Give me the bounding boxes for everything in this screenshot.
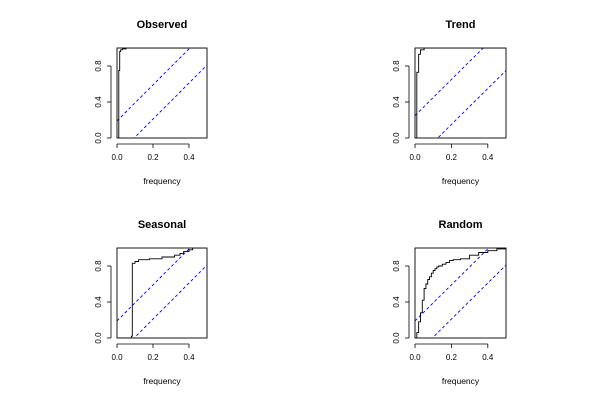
y-tick-label: 0.0 <box>392 132 401 144</box>
panel-seasonal: Seasonal frequency 0.0 0.2 0.4 0.0 0.4 0.8 <box>94 219 208 386</box>
x-tick-label: 0.4 <box>482 353 494 362</box>
panel-observed: Observed frequency 0.0 0.2 0.4 0.0 0.4 0.8 <box>94 19 208 186</box>
x-tick-label: 0.0 <box>111 153 123 162</box>
panel-title: Trend <box>446 19 476 31</box>
x-tick-label: 0.2 <box>147 153 159 162</box>
y-tick-label: 0.0 <box>392 332 401 344</box>
panel-title: Seasonal <box>138 219 186 231</box>
plot-frame <box>116 47 208 139</box>
lower-band-line <box>431 264 506 338</box>
upper-band-line <box>415 48 484 116</box>
lower-band-line <box>133 264 207 338</box>
y-tick-label: 0.4 <box>94 96 103 108</box>
panel-title: Random <box>439 219 483 231</box>
y-tick-label: 0.4 <box>94 296 103 308</box>
x-tick-label: 0.0 <box>409 153 421 162</box>
x-axis-label: frequency <box>442 176 480 186</box>
plot-frame <box>414 47 507 139</box>
x-axis-label: frequency <box>143 376 181 386</box>
cpgram-step-line <box>415 48 506 138</box>
y-tick-label: 0.8 <box>94 60 103 72</box>
x-tick-label: 0.0 <box>111 353 123 362</box>
y-tick-label: 0.4 <box>392 96 401 108</box>
cpgram-step-line <box>415 248 506 338</box>
x-tick-label: 0.4 <box>183 353 195 362</box>
cpgram-step-line <box>117 248 207 338</box>
y-tick-label: 0.0 <box>94 132 103 144</box>
panel-random: Random frequency 0.0 0.2 0.4 0.0 0.4 0.8 <box>392 219 507 386</box>
y-tick-label: 0.8 <box>392 260 401 272</box>
y-tick-label: 0.8 <box>392 60 401 72</box>
lower-band-line <box>133 64 207 138</box>
x-tick-label: 0.2 <box>446 353 458 362</box>
lower-band-line <box>437 70 506 138</box>
panel-trend: Trend frequency 0.0 0.2 0.4 0.0 0.4 0.8 <box>392 19 507 186</box>
upper-band-line <box>117 48 191 122</box>
y-tick-label: 0.0 <box>94 332 103 344</box>
x-axis-label: frequency <box>143 176 181 186</box>
upper-band-line <box>415 248 490 322</box>
upper-band-line <box>117 248 191 322</box>
x-tick-label: 0.4 <box>183 153 195 162</box>
x-tick-label: 0.2 <box>147 353 159 362</box>
plot-frame <box>116 247 208 339</box>
x-tick-label: 0.4 <box>482 153 494 162</box>
plot-frame <box>414 247 507 339</box>
cpgram-step-line <box>117 48 207 138</box>
x-tick-label: 0.2 <box>446 153 458 162</box>
x-axis-label: frequency <box>442 376 480 386</box>
panel-title: Observed <box>137 19 188 31</box>
x-tick-label: 0.0 <box>409 353 421 362</box>
y-tick-label: 0.8 <box>94 260 103 272</box>
y-tick-label: 0.4 <box>392 296 401 308</box>
